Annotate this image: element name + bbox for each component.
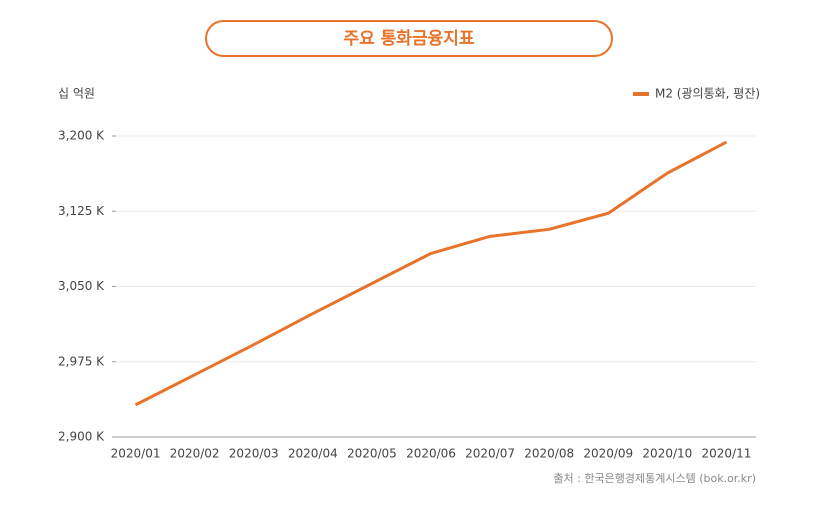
series-line: [134, 140, 728, 407]
x-tick-label: 2020/11: [702, 447, 752, 461]
x-tick-label: 2020/07: [465, 447, 515, 461]
y-tick-label: 3,050 K: [58, 279, 105, 293]
title-box: [205, 20, 613, 57]
x-tick-label: 2020/05: [347, 447, 397, 461]
x-tick-label: 2020/04: [288, 447, 338, 461]
y-tick-label: 2,900 K: [58, 430, 105, 444]
x-tick-label: 2020/08: [524, 447, 574, 461]
legend-label: M2 (광의통화, 평잔): [655, 87, 760, 101]
y-tick-label: 2,975 K: [58, 354, 105, 368]
y-tick-label: 3,200 K: [58, 129, 105, 143]
x-tick-label: 2020/09: [583, 447, 633, 461]
x-tick-label: 2020/01: [111, 447, 161, 461]
chart-title: 주요 통화금융지표: [343, 29, 474, 49]
y-unit: 십 억원: [58, 87, 95, 101]
y-tick-label: 3,125 K: [58, 204, 105, 218]
x-tick-label: 2020/02: [170, 447, 220, 461]
x-tick-label: 2020/03: [229, 447, 279, 461]
x-tick-label: 2020/06: [406, 447, 456, 461]
source: 출처 : 한국은행경제통계시스템 (bok.or.kr): [553, 472, 756, 485]
x-tick-label: 2020/10: [642, 447, 692, 461]
